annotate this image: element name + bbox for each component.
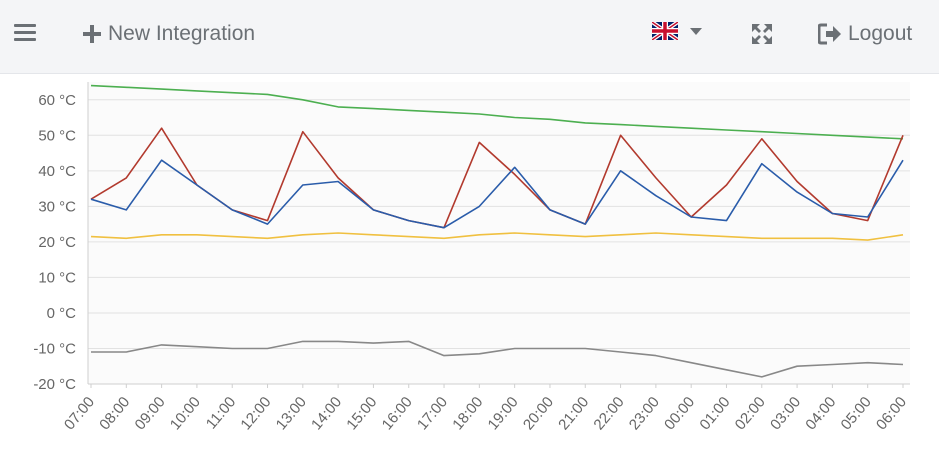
series-line-4 bbox=[91, 340, 904, 378]
hamburger-menu-icon[interactable] bbox=[14, 22, 38, 44]
x-tick-label: 11:00 bbox=[203, 394, 239, 433]
y-tick-label: -20 °C bbox=[33, 376, 76, 393]
new-integration-label: New Integration bbox=[108, 22, 256, 45]
language-dropdown[interactable] bbox=[652, 22, 702, 40]
x-tick-label: 09:00 bbox=[132, 394, 169, 434]
x-tick-label: 04:00 bbox=[802, 394, 839, 434]
y-tick-label: -10 °C bbox=[33, 340, 76, 357]
y-tick-label: 20 °C bbox=[38, 234, 76, 251]
series-line-3 bbox=[90, 232, 904, 241]
expand-icon[interactable] bbox=[750, 22, 774, 46]
y-tick-label: 60 °C bbox=[38, 92, 76, 109]
plus-icon bbox=[82, 24, 102, 44]
x-tick-label: 05:00 bbox=[838, 394, 875, 434]
x-tick-label: 02:00 bbox=[732, 394, 769, 434]
x-tick-label: 21:00 bbox=[555, 394, 592, 434]
x-tick-label: 19:00 bbox=[485, 394, 522, 434]
new-integration-button[interactable]: New Integration bbox=[82, 20, 255, 48]
x-tick-label: 23:00 bbox=[626, 394, 663, 434]
x-tick-label: 20:00 bbox=[520, 394, 557, 434]
x-tick-label: 14:00 bbox=[308, 394, 345, 434]
x-tick-label: 12:00 bbox=[237, 394, 274, 434]
uk-flag-icon bbox=[652, 22, 678, 40]
series-line-2 bbox=[90, 159, 904, 229]
x-tick-label: 16:00 bbox=[379, 394, 416, 434]
y-tick-label: 40 °C bbox=[38, 163, 76, 180]
x-tick-label: 18:00 bbox=[449, 394, 486, 434]
x-tick-label: 22:00 bbox=[590, 394, 627, 434]
x-tick-label: 01:00 bbox=[696, 394, 733, 434]
logout-icon bbox=[818, 23, 841, 45]
x-tick-label: 00:00 bbox=[661, 394, 698, 434]
x-tick-label: 07:00 bbox=[61, 394, 98, 434]
top-bar: New Integration Logout bbox=[0, 0, 939, 74]
logout-label: Logout bbox=[848, 22, 913, 45]
temperature-chart: -20 °C -10 °C 0 °C 10 °C 20 °C 30 °C 40 °C 50 °… bbox=[0, 74, 939, 450]
x-tick-label: 13:00 bbox=[273, 394, 310, 434]
chart-svg: -20 °C -10 °C 0 °C 10 °C 20 °C 30 °C 40 °C 50 °… bbox=[33, 82, 910, 434]
y-tick-label: 50 °C bbox=[38, 127, 76, 144]
x-tick-label: 08:00 bbox=[96, 394, 133, 434]
y-tick-label: 10 °C bbox=[38, 269, 76, 286]
logout-button[interactable]: Logout bbox=[818, 20, 912, 48]
y-tick-label: 0 °C bbox=[47, 305, 77, 322]
x-tick-label: 15:00 bbox=[343, 394, 380, 434]
series-line-0 bbox=[90, 84, 904, 140]
chevron-down-icon bbox=[690, 27, 702, 35]
x-tick-label: 10:00 bbox=[167, 394, 204, 434]
x-tick-label: 06:00 bbox=[873, 394, 910, 434]
x-tick-label: 03:00 bbox=[767, 394, 804, 434]
y-tick-label: 30 °C bbox=[38, 198, 76, 215]
x-tick-label: 17:00 bbox=[414, 394, 451, 434]
